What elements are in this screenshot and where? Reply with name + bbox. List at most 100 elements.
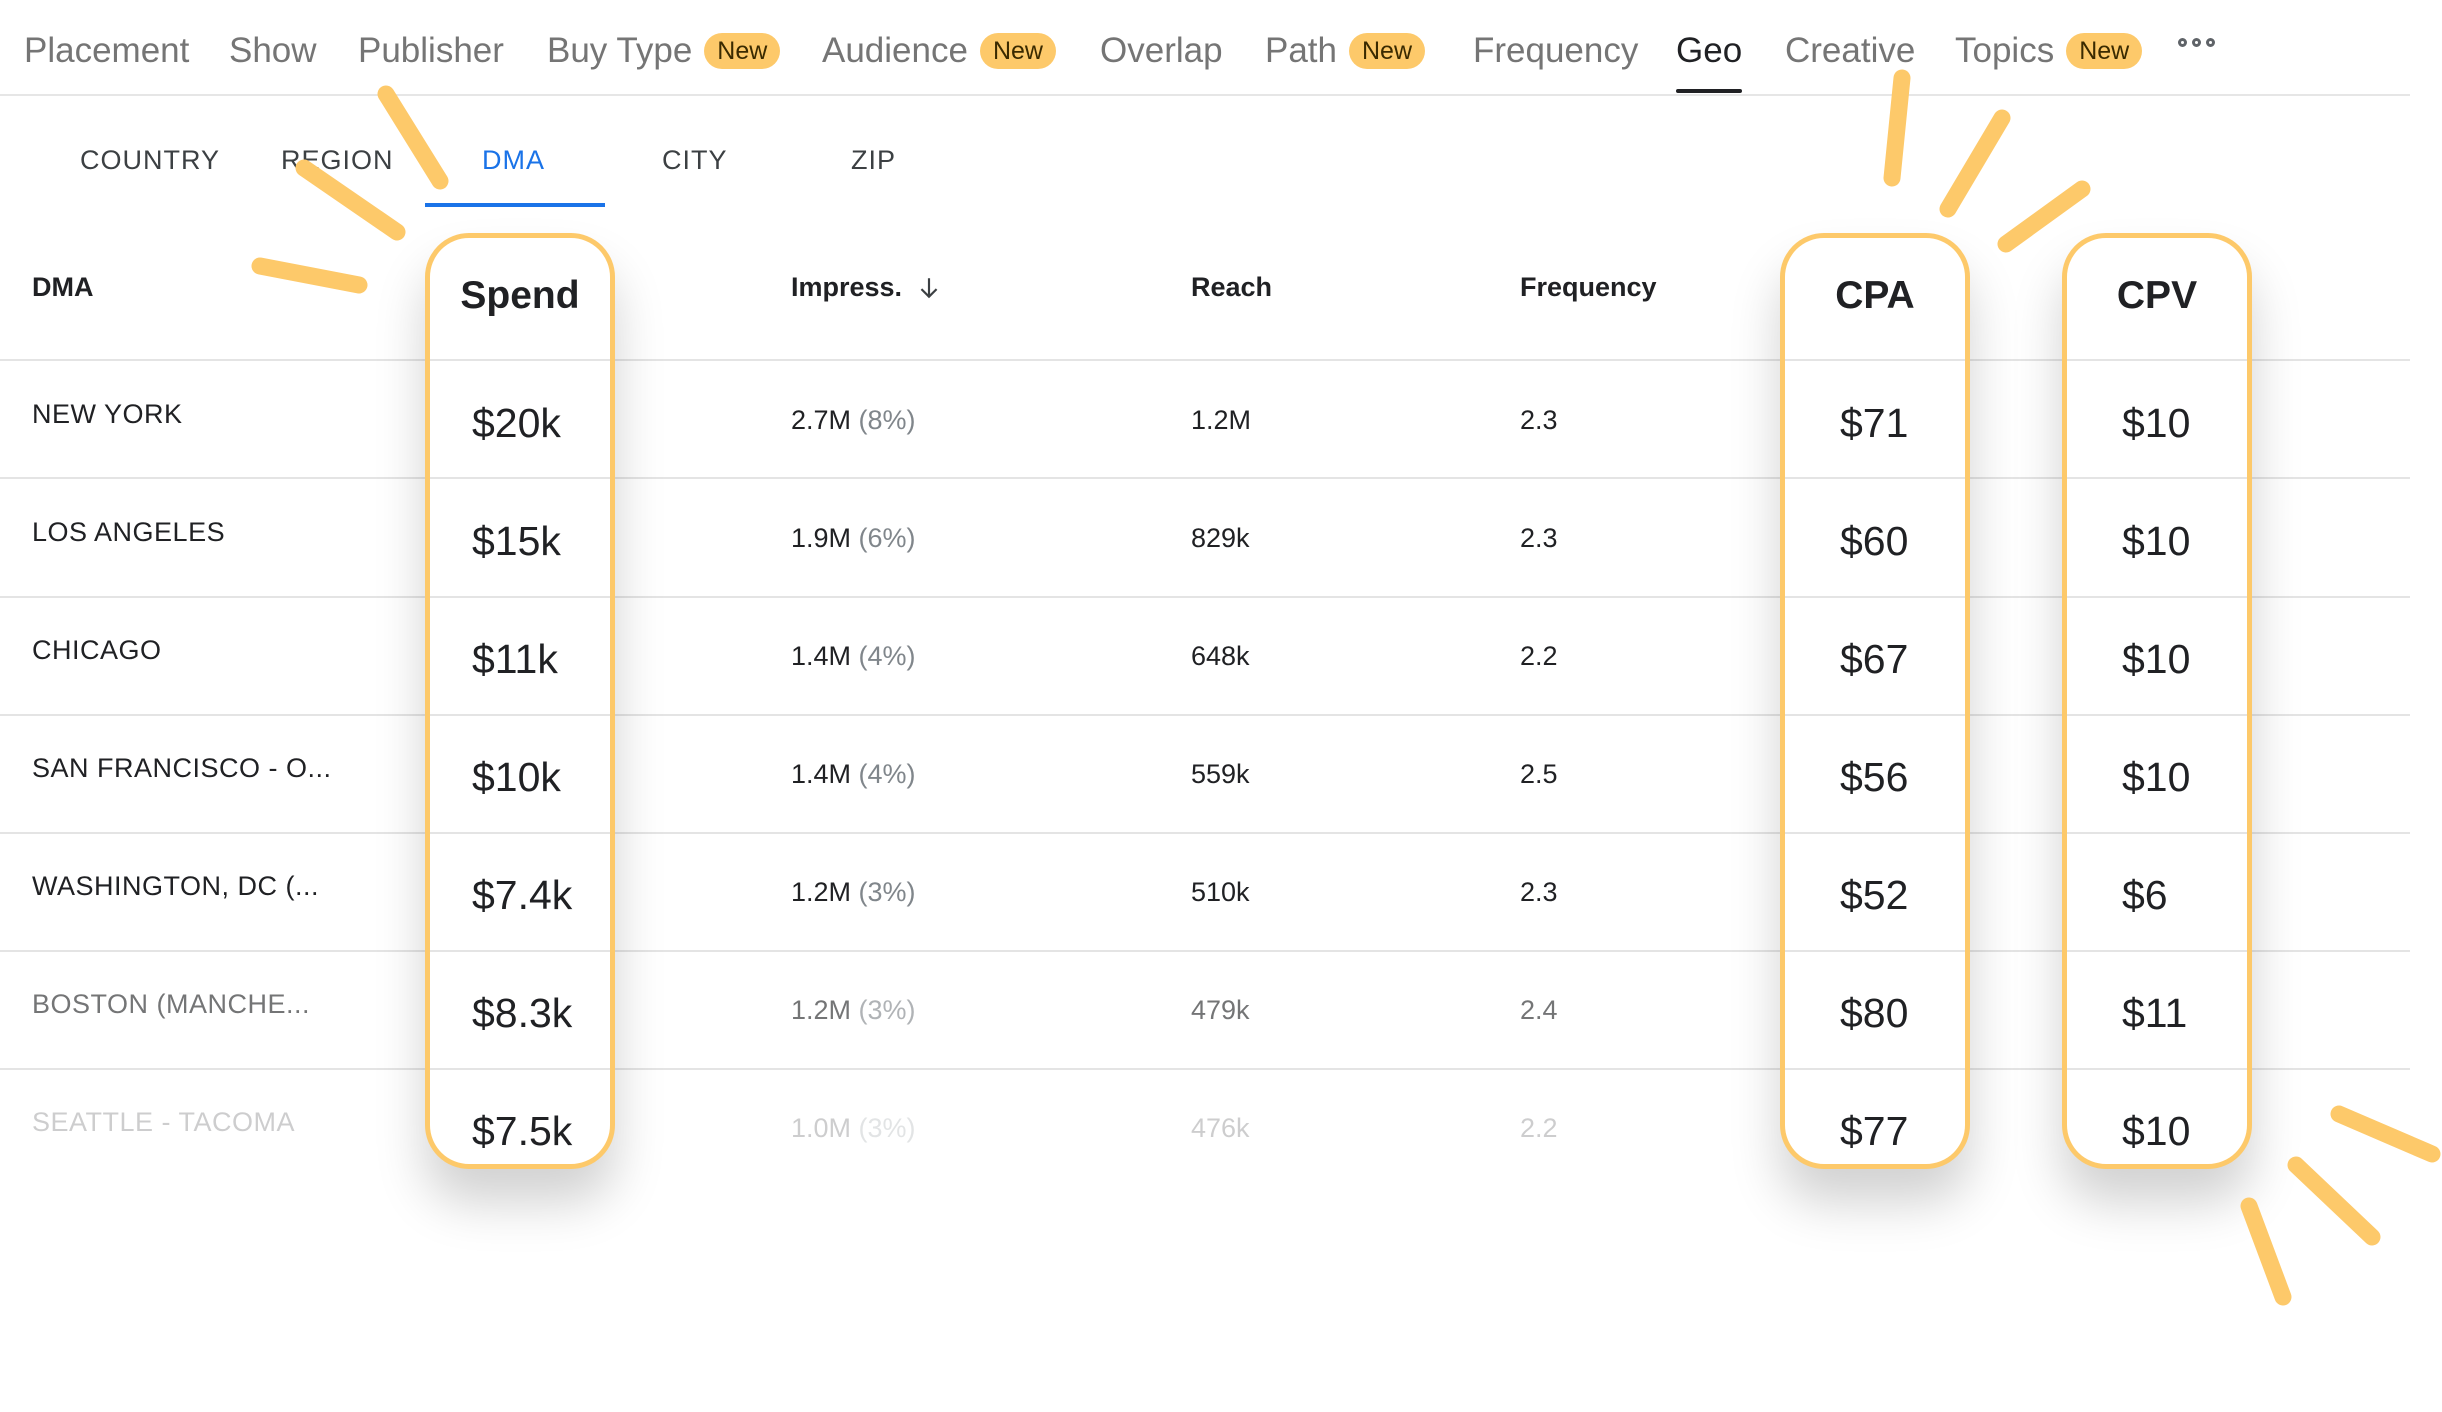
nav-tab-label: Topics xyxy=(1955,31,2055,70)
row-divider xyxy=(1785,359,1965,361)
cpa-cell: $56 xyxy=(1840,754,1909,800)
row-divider xyxy=(430,596,610,598)
impressions-cell: 1.9M (6%) xyxy=(791,523,916,554)
subtab-label: DMA xyxy=(482,144,545,175)
impressions-cell: 1.4M (4%) xyxy=(791,641,916,672)
spend-cell: $11k xyxy=(472,636,558,682)
row-divider xyxy=(0,714,2410,716)
cpa-cell: $71 xyxy=(1840,400,1909,446)
nav-tab-label: Frequency xyxy=(1473,31,1639,70)
frequency-cell: 2.2 xyxy=(1520,641,1558,671)
column-header-label: Impress. xyxy=(791,272,903,302)
spend-cell: $8.3k xyxy=(472,990,573,1036)
row-divider xyxy=(1785,832,1965,834)
reach-cell: 559k xyxy=(1191,759,1250,789)
subtab-city[interactable]: CITY xyxy=(662,140,728,180)
subtab-zip[interactable]: ZIP xyxy=(851,140,896,180)
nav-tab-path[interactable]: Path New xyxy=(1265,24,1426,78)
cpv-cell: $6 xyxy=(2122,872,2168,918)
subtab-region[interactable]: REGION xyxy=(281,140,394,180)
row-divider xyxy=(430,950,610,952)
nav-tab-label: Overlap xyxy=(1100,31,1223,70)
nav-tab-label: Publisher xyxy=(358,31,504,70)
row-divider xyxy=(0,359,2410,361)
nav-tab-buy-type[interactable]: Buy Type New xyxy=(547,24,781,78)
nav-tab-label: Creative xyxy=(1785,31,1916,70)
new-badge: New xyxy=(704,33,781,69)
column-header-cpa[interactable]: CPA xyxy=(1835,274,1915,317)
frequency-cell: 2.4 xyxy=(1520,995,1558,1025)
top-nav: Placement Show Publisher Buy Type New Au… xyxy=(0,0,2410,96)
row-divider xyxy=(430,714,610,716)
row-divider xyxy=(430,477,610,479)
cpa-cell: $77 xyxy=(1840,1108,1909,1154)
nav-tab-geo[interactable]: Geo xyxy=(1676,24,1743,93)
dma-cell: LOS ANGELES xyxy=(32,517,226,547)
nav-tab-publisher[interactable]: Publisher xyxy=(358,24,504,78)
reach-cell: 476k xyxy=(1191,1113,1250,1143)
more-horizontal-icon[interactable] xyxy=(2178,38,2215,47)
row-divider xyxy=(2067,832,2247,834)
impressions-value: 1.9M xyxy=(791,523,852,553)
impressions-value: 1.4M xyxy=(791,759,852,789)
nav-tab-placement[interactable]: Placement xyxy=(24,24,189,78)
impressions-cell: 1.2M (3%) xyxy=(791,995,916,1026)
subtab-label: COUNTRY xyxy=(80,144,221,175)
nav-tab-label: Buy Type xyxy=(547,31,693,70)
column-header-frequency[interactable]: Frequency xyxy=(1520,272,1657,303)
nav-tab-frequency[interactable]: Frequency xyxy=(1473,24,1638,78)
column-header-impressions[interactable]: Impress. xyxy=(791,272,942,303)
impressions-cell: 1.0M (3%) xyxy=(791,1113,916,1144)
frequency-cell: 2.3 xyxy=(1520,877,1558,907)
row-divider xyxy=(1785,596,1965,598)
nav-tab-show[interactable]: Show xyxy=(229,24,317,78)
row-divider xyxy=(1785,1068,1965,1070)
row-divider xyxy=(0,596,2410,598)
dma-cell: CHICAGO xyxy=(32,635,162,665)
new-badge: New xyxy=(1349,33,1426,69)
row-divider xyxy=(0,832,2410,834)
row-divider xyxy=(2067,359,2247,361)
nav-tab-creative[interactable]: Creative xyxy=(1785,24,1915,78)
impressions-value: 2.7M xyxy=(791,405,852,435)
column-header-reach[interactable]: Reach xyxy=(1191,272,1272,303)
cpa-cell: $67 xyxy=(1840,636,1909,682)
cpa-cell: $60 xyxy=(1840,518,1909,564)
impressions-share: (3%) xyxy=(858,1113,916,1143)
spend-cell: $7.4k xyxy=(472,872,573,918)
nav-tab-topics[interactable]: Topics New xyxy=(1955,24,2143,78)
frequency-cell: 2.3 xyxy=(1520,523,1558,553)
impressions-share: (3%) xyxy=(858,995,916,1025)
cpv-cell: $11 xyxy=(2122,990,2188,1036)
nav-tab-label: Path xyxy=(1265,31,1337,70)
spend-cell: $7.5k xyxy=(472,1108,573,1154)
impressions-cell: 1.4M (4%) xyxy=(791,759,916,790)
dma-cell: NEW YORK xyxy=(32,399,183,429)
row-divider xyxy=(2067,477,2247,479)
reach-cell: 479k xyxy=(1191,995,1250,1025)
nav-tab-audience[interactable]: Audience New xyxy=(822,24,1056,78)
impressions-cell: 1.2M (3%) xyxy=(791,877,916,908)
dma-cell: SAN FRANCISCO - O... xyxy=(32,753,332,783)
arrow-down-icon xyxy=(920,277,938,298)
frequency-cell: 2.3 xyxy=(1520,405,1558,435)
impressions-share: (8%) xyxy=(858,405,916,435)
nav-tab-label: Placement xyxy=(24,31,190,70)
cpa-column-highlight: CPA $71 $60 $67 $56 $52 $80 $77 xyxy=(1780,233,1970,1169)
dma-cell: BOSTON (MANCHE... xyxy=(32,989,311,1019)
column-header-cpv[interactable]: CPV xyxy=(2116,274,2198,317)
column-header-dma[interactable]: DMA xyxy=(32,272,94,303)
impressions-value: 1.0M xyxy=(791,1113,852,1143)
cpa-cell: $80 xyxy=(1840,990,1909,1036)
subtab-country[interactable]: COUNTRY xyxy=(80,140,220,180)
subtab-dma[interactable]: DMA xyxy=(482,140,545,180)
nav-tab-overlap[interactable]: Overlap xyxy=(1100,24,1223,78)
cpv-cell: $10 xyxy=(2122,1108,2191,1154)
row-divider xyxy=(1785,477,1965,479)
impressions-value: 1.4M xyxy=(791,641,852,671)
row-divider xyxy=(430,1068,610,1070)
frequency-cell: 2.2 xyxy=(1520,1113,1558,1143)
column-header-spend[interactable]: Spend xyxy=(460,274,580,317)
cpa-cell: $52 xyxy=(1840,872,1909,918)
dma-cell: WASHINGTON, DC (... xyxy=(32,871,320,901)
